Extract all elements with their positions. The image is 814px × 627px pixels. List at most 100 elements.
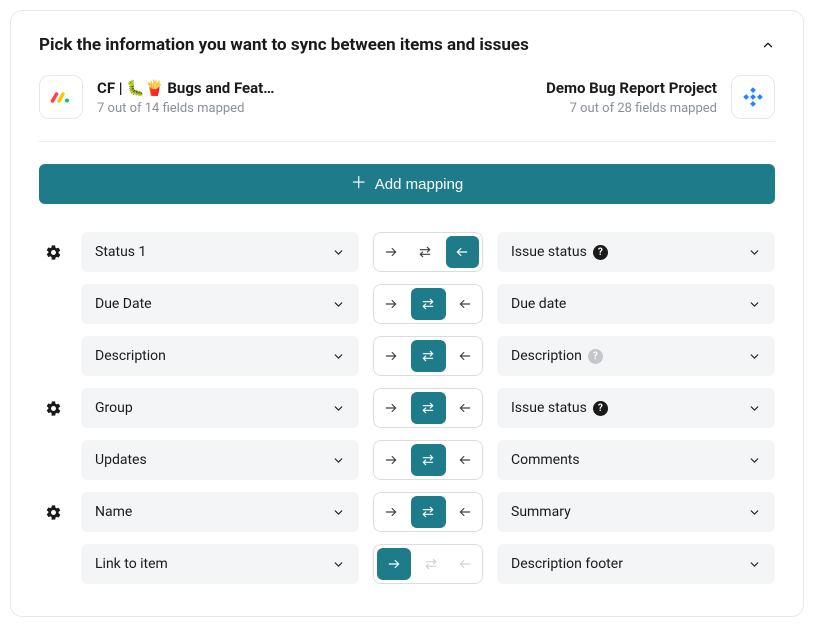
chevron-down-icon	[332, 298, 345, 311]
sync-card: Pick the information you want to sync be…	[10, 10, 804, 617]
monday-logo-icon	[39, 75, 83, 119]
chevron-down-icon	[332, 246, 345, 259]
left-field-select[interactable]: Status 1	[81, 232, 359, 272]
direction-right[interactable]	[374, 496, 408, 528]
chevron-down-icon	[332, 350, 345, 363]
direction-toggle	[373, 492, 483, 532]
left-field-select[interactable]: Name	[81, 492, 359, 532]
collapse-chevron-icon[interactable]	[761, 38, 775, 52]
mapping-row: Updates Comments	[39, 440, 775, 480]
mapping-row: Link to item Description footer	[39, 544, 775, 584]
mapping-row: Due Date Due date	[39, 284, 775, 324]
chevron-down-icon	[332, 506, 345, 519]
direction-left[interactable]	[449, 392, 482, 424]
add-mapping-button[interactable]: ＋ Add mapping	[39, 164, 775, 204]
mapping-row: Group Issue status?	[39, 388, 775, 428]
direction-both[interactable]	[411, 496, 445, 528]
direction-left[interactable]	[449, 288, 482, 320]
projects-row: CF | 🐛🍟 Bugs and Feat… 7 out of 14 field…	[39, 75, 775, 142]
gear-icon[interactable]	[45, 400, 62, 417]
direction-both[interactable]	[414, 548, 448, 580]
gear-column	[39, 504, 67, 521]
direction-left[interactable]	[449, 548, 482, 580]
left-field-select[interactable]: Group	[81, 388, 359, 428]
direction-right[interactable]	[374, 392, 408, 424]
mapping-row: Status 1 Issue status?	[39, 232, 775, 272]
right-field-label: Summary	[511, 504, 571, 520]
help-icon[interactable]: ?	[593, 401, 608, 416]
direction-left[interactable]	[449, 444, 482, 476]
right-field-select[interactable]: Issue status?	[497, 232, 775, 272]
direction-toggle	[373, 284, 483, 324]
left-field-select[interactable]: Due Date	[81, 284, 359, 324]
right-field-label: Comments	[511, 452, 580, 468]
direction-right[interactable]	[374, 444, 408, 476]
right-field-select[interactable]: Due date	[497, 284, 775, 324]
right-field-select[interactable]: Summary	[497, 492, 775, 532]
right-project: Demo Bug Report Project 7 out of 28 fiel…	[546, 75, 775, 119]
left-field-label: Name	[95, 504, 132, 520]
left-field-select[interactable]: Description	[81, 336, 359, 376]
help-icon[interactable]: ?	[593, 245, 608, 260]
direction-toggle	[373, 440, 483, 480]
right-field-label: Issue status?	[511, 400, 608, 416]
chevron-down-icon	[748, 350, 761, 363]
gear-column	[39, 244, 67, 261]
mapping-row: Name Summary	[39, 492, 775, 532]
chevron-down-icon	[332, 454, 345, 467]
left-project-name: CF | 🐛🍟 Bugs and Feat…	[97, 79, 274, 97]
gear-column	[39, 400, 67, 417]
left-project-subtitle: 7 out of 14 fields mapped	[97, 101, 274, 116]
left-field-label: Due Date	[95, 296, 152, 312]
direction-both[interactable]	[411, 444, 445, 476]
left-field-label: Description	[95, 348, 166, 364]
header-row: Pick the information you want to sync be…	[39, 35, 775, 55]
gear-icon[interactable]	[45, 244, 62, 261]
left-field-label: Group	[95, 400, 133, 416]
left-field-select[interactable]: Updates	[81, 440, 359, 480]
right-field-label: Description footer	[511, 556, 623, 572]
right-project-subtitle: 7 out of 28 fields mapped	[570, 101, 717, 116]
left-field-label: Updates	[95, 452, 147, 468]
right-field-select[interactable]: Comments	[497, 440, 775, 480]
mapping-row: Description Description?	[39, 336, 775, 376]
chevron-down-icon	[332, 558, 345, 571]
direction-both[interactable]	[411, 392, 445, 424]
gear-icon[interactable]	[45, 504, 62, 521]
direction-right[interactable]	[374, 340, 408, 372]
right-field-label: Description?	[511, 348, 603, 364]
left-field-label: Status 1	[95, 244, 146, 260]
chevron-down-icon	[748, 454, 761, 467]
chevron-down-icon	[748, 558, 761, 571]
jira-logo-icon	[731, 75, 775, 119]
direction-toggle	[373, 232, 483, 272]
direction-left[interactable]	[446, 236, 479, 268]
left-field-select[interactable]: Link to item	[81, 544, 359, 584]
chevron-down-icon	[748, 402, 761, 415]
direction-right[interactable]	[377, 548, 411, 580]
right-field-select[interactable]: Description?	[497, 336, 775, 376]
direction-left[interactable]	[449, 496, 482, 528]
left-project: CF | 🐛🍟 Bugs and Feat… 7 out of 14 field…	[39, 75, 274, 119]
right-field-select[interactable]: Issue status?	[497, 388, 775, 428]
card-title: Pick the information you want to sync be…	[39, 35, 529, 55]
right-field-label: Due date	[511, 296, 566, 312]
direction-left[interactable]	[449, 340, 482, 372]
help-icon[interactable]: ?	[588, 349, 603, 364]
direction-toggle	[373, 336, 483, 376]
right-project-name: Demo Bug Report Project	[546, 79, 717, 97]
add-mapping-label: Add mapping	[375, 176, 463, 193]
direction-right[interactable]	[374, 236, 408, 268]
chevron-down-icon	[748, 298, 761, 311]
right-field-select[interactable]: Description footer	[497, 544, 775, 584]
direction-right[interactable]	[374, 288, 408, 320]
plus-icon: ＋	[351, 176, 367, 192]
mapping-rows: Status 1 Issue status? Due Date Due date Des…	[39, 232, 775, 584]
direction-both[interactable]	[411, 288, 445, 320]
chevron-down-icon	[332, 402, 345, 415]
chevron-down-icon	[748, 506, 761, 519]
left-field-label: Link to item	[95, 556, 168, 572]
direction-toggle	[373, 388, 483, 428]
direction-both[interactable]	[411, 340, 445, 372]
direction-both[interactable]	[408, 236, 442, 268]
